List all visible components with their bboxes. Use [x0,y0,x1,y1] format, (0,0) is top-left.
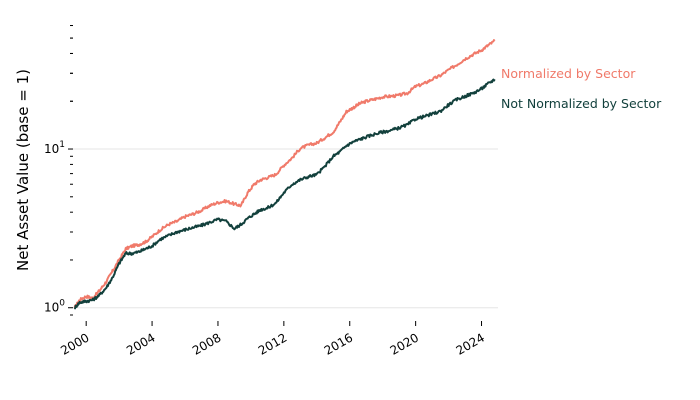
series-layer [73,39,496,310]
x-tick-label: 2008 [190,330,223,357]
y-tick-base: 0 [52,301,60,315]
series-line-normalized [73,39,496,308]
y-tick-exponent: 0 [59,299,65,309]
y-axis-label: Net Asset Value (base = 1) [14,69,32,271]
grid-layer [73,148,498,309]
y-tick-exponent: 1 [59,140,65,150]
series-label-not-normalized: Not Normalized by Sector [501,96,662,111]
x-tick-label: 2020 [388,330,421,357]
y-tick-base: 0 [52,142,60,156]
x-tick-label: 2004 [124,330,157,357]
y-tick-label: 101 [44,140,65,156]
x-tick-label: 2016 [322,330,355,357]
x-tick-label: 2012 [256,330,289,357]
x-tick-label: 2024 [454,330,487,357]
series-label-normalized: Normalized by Sector [501,66,636,81]
series-line-not-normalized [73,78,496,310]
x-tick-label: 2000 [58,330,91,357]
label-layer: Normalized by Sector Not Normalized by Se… [501,66,662,111]
y-tick-label: 100 [44,299,65,315]
